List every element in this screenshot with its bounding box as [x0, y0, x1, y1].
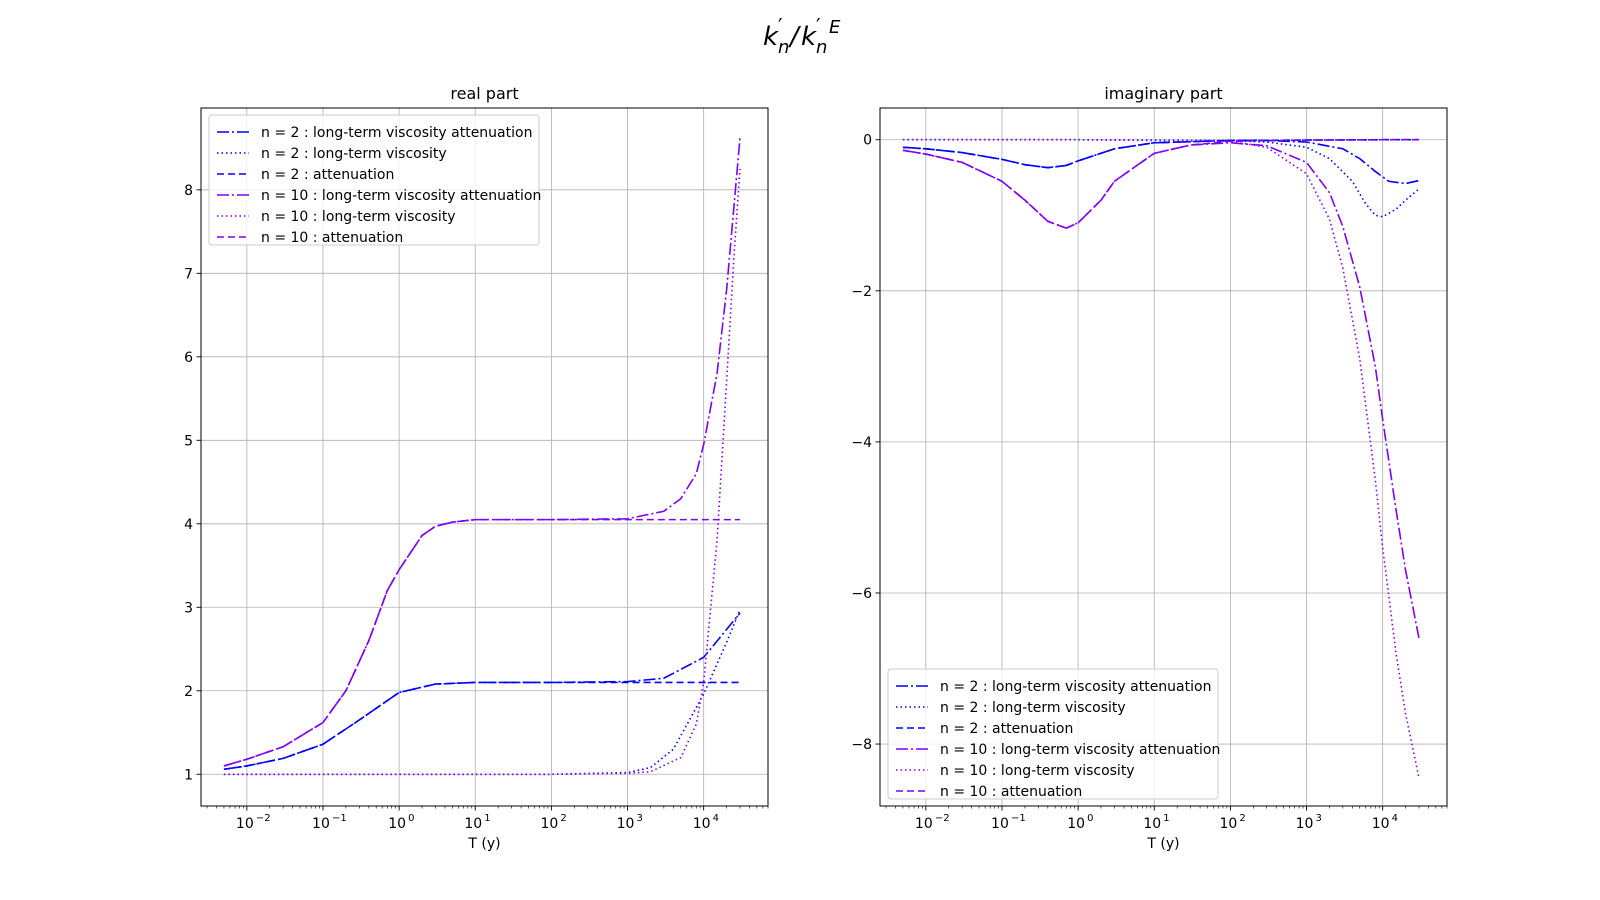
- x-axis-label: T (y): [1146, 836, 1179, 852]
- x-tick-exponent: 3: [1316, 813, 1322, 824]
- title-prime2: ′: [816, 14, 821, 38]
- x-tick-label: 10: [1067, 816, 1085, 832]
- legend-label-n10-ltv-attenuation: n = 10 : long-term viscosity attenuation: [940, 742, 1220, 758]
- y-axis: 1 2 3 4 5 6 7 8: [184, 183, 201, 783]
- grid: [201, 108, 768, 806]
- x-tick-label: 10: [1143, 816, 1161, 832]
- series-line-n2-attenuation: [223, 681, 740, 771]
- x-tick-label: 10: [693, 816, 711, 832]
- legend-label-n2-ltv: n = 2 : long-term viscosity: [261, 146, 447, 162]
- legend-label-n2-ltv: n = 2 : long-term viscosity: [940, 700, 1126, 716]
- x-tick-label: 10: [1296, 816, 1314, 832]
- legend: n = 2 : long-term viscosity attenuation n…: [887, 668, 1220, 800]
- x-tick-exponent: 3: [637, 813, 643, 824]
- y-tick-label: −2: [851, 284, 872, 300]
- series-line-n10-ltv-attenuation: [902, 141, 1420, 639]
- series-line-n2-ltv: [223, 609, 741, 776]
- y-tick-label: −4: [851, 435, 872, 451]
- x-tick-label: 10: [1219, 816, 1237, 832]
- x-tick-exponent: 1: [1163, 813, 1169, 824]
- y-tick-label: 5: [184, 433, 193, 449]
- legend-label-n10-attenuation: n = 10 : attenuation: [261, 230, 403, 246]
- y-tick-label: 0: [863, 133, 872, 149]
- panel-title: imaginary part: [1104, 84, 1222, 103]
- series-line-n2-ltv-attenuation: [902, 139, 1420, 185]
- y-tick-label: 6: [184, 350, 193, 366]
- x-axis-label: T (y): [467, 836, 500, 852]
- axes-frame: [200, 107, 769, 807]
- x-tick-exponent: −2: [256, 813, 271, 824]
- title-n1: n: [778, 37, 789, 58]
- real-part-panel: 10 −2 10 −1 10 0 10 1 10 2 10 3 10 4T (y)12345678real…: [184, 84, 769, 852]
- x-tick-exponent: 0: [408, 813, 414, 824]
- x-tick-exponent: 1: [484, 813, 490, 824]
- series-line-n10-ltv: [223, 168, 741, 776]
- legend-box: [887, 668, 1219, 800]
- series-line-n2-ltv-attenuation: [223, 612, 741, 771]
- title-n2: n: [816, 37, 827, 58]
- y-tick-label: 7: [184, 266, 193, 282]
- y-tick-label: 2: [184, 684, 193, 700]
- y-tick-label: 8: [184, 183, 193, 199]
- series-line-n10-ltv: [902, 138, 1420, 779]
- legend-label-n10-ltv-attenuation: n = 10 : long-term viscosity attenuation: [261, 188, 541, 204]
- series-line-n10-attenuation: [223, 518, 740, 767]
- x-tick-label: 10: [464, 816, 482, 832]
- y-axis: 0 −2 −4 −6 −8: [851, 133, 880, 753]
- y-tick-label: 4: [184, 517, 193, 533]
- x-axis: 10 −2 10 −1 10 0 10 1 10 2 10 3 10 4T (y): [236, 806, 719, 852]
- y-tick-label: 3: [184, 600, 193, 616]
- legend-label-n2-attenuation: n = 2 : attenuation: [261, 167, 394, 183]
- imaginary-part-panel: 10 −2 10 −1 10 0 10 1 10 2 10 3 10 4T (y)0−2−4−6−8ima…: [851, 84, 1448, 852]
- legend-label-n10-attenuation: n = 10 : attenuation: [940, 784, 1082, 800]
- y-tick-label: −8: [851, 737, 872, 753]
- x-tick-exponent: 2: [1239, 813, 1245, 824]
- x-tick-exponent: 4: [1392, 813, 1398, 824]
- title-prime1: ′: [778, 14, 783, 38]
- title-k2: k: [801, 22, 817, 52]
- y-tick-label: 1: [184, 767, 193, 783]
- legend-label-n2-attenuation: n = 2 : attenuation: [940, 721, 1073, 737]
- legend-box: [208, 114, 540, 246]
- x-tick-label: 10: [312, 816, 330, 832]
- legend-label-n10-ltv: n = 10 : long-term viscosity: [940, 763, 1135, 779]
- x-tick-label: 10: [1372, 816, 1390, 832]
- x-tick-label: 10: [991, 816, 1009, 832]
- x-tick-label: 10: [617, 816, 635, 832]
- series-line-n10-attenuation: [902, 138, 1419, 229]
- series-lines: [902, 138, 1420, 779]
- x-tick-exponent: −1: [1011, 813, 1026, 824]
- title-k1: k: [763, 22, 779, 52]
- panel-title: real part: [450, 84, 518, 103]
- legend: n = 2 : long-term viscosity attenuation n…: [208, 114, 541, 246]
- figure-title: k ′ n / k ′ n E: [763, 14, 841, 58]
- series-line-n2-attenuation: [902, 138, 1419, 169]
- x-tick-exponent: 2: [560, 813, 566, 824]
- y-tick-label: −6: [851, 586, 872, 602]
- x-tick-exponent: −1: [332, 813, 347, 824]
- legend-label-n2-ltv-attenuation: n = 2 : long-term viscosity attenuation: [261, 125, 532, 141]
- x-tick-exponent: 0: [1087, 813, 1093, 824]
- legend-label-n2-ltv-attenuation: n = 2 : long-term viscosity attenuation: [940, 679, 1211, 695]
- x-tick-exponent: −2: [935, 813, 950, 824]
- series-lines: [223, 137, 741, 776]
- x-tick-exponent: 4: [713, 813, 719, 824]
- legend-label-n10-ltv: n = 10 : long-term viscosity: [261, 209, 456, 225]
- x-tick-label: 10: [915, 816, 933, 832]
- title-slash: /: [788, 22, 802, 52]
- x-tick-label: 10: [236, 816, 254, 832]
- axes-frame: [879, 107, 1448, 807]
- x-tick-label: 10: [388, 816, 406, 832]
- title-sup-e: E: [829, 17, 841, 38]
- x-axis: 10 −2 10 −1 10 0 10 1 10 2 10 3 10 4T (y): [915, 806, 1398, 852]
- x-tick-label: 10: [540, 816, 558, 832]
